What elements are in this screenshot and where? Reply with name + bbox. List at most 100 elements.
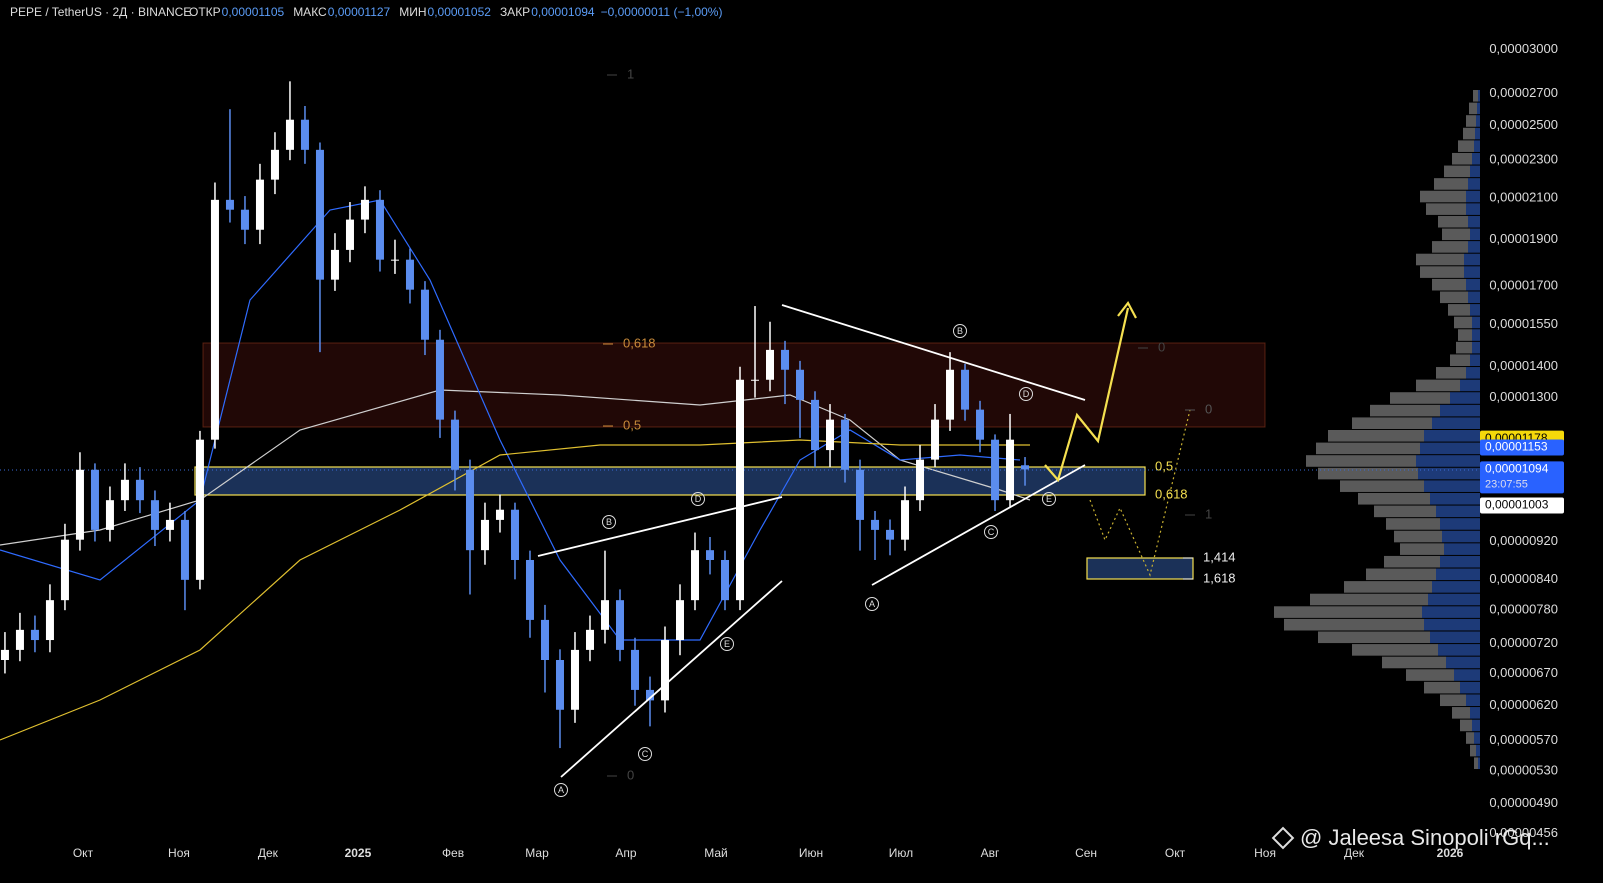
profile-blue xyxy=(1470,354,1480,367)
profile-gray xyxy=(1400,543,1444,555)
x-tick-label: Фев xyxy=(442,846,464,860)
y-tick-label: 0,00002100 xyxy=(1489,189,1558,204)
candle-body xyxy=(645,689,654,701)
logo xyxy=(1271,826,1295,850)
header-open-label: ОТКР xyxy=(189,5,221,19)
fib-label: 1,618 xyxy=(1203,570,1236,585)
candle-body xyxy=(120,479,129,501)
candle-body xyxy=(0,649,9,660)
x-tick-label: Июл xyxy=(889,846,913,860)
profile-gray xyxy=(1310,593,1428,606)
candle-body xyxy=(826,419,835,451)
profile-blue xyxy=(1464,266,1480,278)
fib-label: 0 xyxy=(627,767,634,782)
candle-body xyxy=(390,259,399,261)
arrow-head xyxy=(1117,300,1137,319)
profile-blue xyxy=(1478,90,1480,102)
header-open: 0,00001105 xyxy=(222,5,285,19)
candle-body xyxy=(736,379,744,601)
candle-body xyxy=(751,379,760,381)
candle-body xyxy=(270,149,279,180)
price-badge-label: 0,00001003 xyxy=(1485,498,1549,512)
profile-blue xyxy=(1430,631,1480,644)
candle-body xyxy=(901,500,910,540)
profile-blue xyxy=(1464,253,1480,266)
wave-circle xyxy=(1042,492,1056,506)
x-tick-label: Дек xyxy=(258,846,279,860)
y-tick-label: 0,00001400 xyxy=(1489,358,1558,373)
profile-gray xyxy=(1450,354,1470,367)
y-tick-label: 0,00000920 xyxy=(1489,533,1558,548)
y-tick-label: 0,00000840 xyxy=(1489,571,1558,586)
countdown: 23:07:55 xyxy=(1485,478,1528,490)
watermark: @ Jaleesa Sinopoli rGq... xyxy=(1300,825,1550,850)
profile-blue xyxy=(1476,744,1480,757)
header-low-label: МИН xyxy=(399,5,426,19)
candle-body xyxy=(345,219,354,250)
candle-body xyxy=(480,519,489,551)
profile-blue xyxy=(1428,593,1480,606)
profile-gray xyxy=(1432,241,1468,253)
candle-body xyxy=(255,179,264,230)
candle-body xyxy=(766,349,775,380)
wave-circle xyxy=(638,747,652,761)
candle-body xyxy=(916,459,925,501)
annotations: 0,618 0,5 1 0 0 0 0,5 0,618 1 1,414 1,618 A B C D E A B C D… xyxy=(554,66,1236,797)
profile-gray xyxy=(1420,190,1466,203)
wave-label: E xyxy=(724,639,730,649)
profile-gray xyxy=(1474,757,1478,769)
candle-body xyxy=(961,369,970,410)
profile-blue xyxy=(1440,518,1480,530)
y-tick-label: 0,00000530 xyxy=(1489,762,1558,777)
candle-body xyxy=(300,119,309,150)
y-tick-label: 0,00000490 xyxy=(1489,795,1558,810)
axes: 0,00003000 0,00002700 0,00002500 0,00002300… xyxy=(0,41,1564,860)
profile-blue xyxy=(1466,278,1480,291)
profile-blue xyxy=(1470,304,1480,316)
candle-body xyxy=(705,550,714,560)
profile-gray xyxy=(1390,392,1450,404)
trend-line xyxy=(560,580,783,778)
profile-gray xyxy=(1416,379,1460,392)
profile-blue xyxy=(1472,329,1480,341)
trend-line xyxy=(537,496,783,557)
profile-gray xyxy=(1466,732,1474,744)
candle-body xyxy=(180,519,189,580)
profile-blue xyxy=(1477,102,1480,115)
profile-blue xyxy=(1436,505,1480,518)
profile-gray xyxy=(1406,669,1454,681)
profile-gray xyxy=(1452,152,1472,165)
profile-blue xyxy=(1466,367,1480,379)
x-tick-label: 2026 xyxy=(1437,846,1464,860)
wave-circle xyxy=(1019,387,1033,401)
profile-blue xyxy=(1470,228,1480,241)
fib-label: 0,618 xyxy=(1155,486,1188,501)
profile-gray xyxy=(1473,90,1478,102)
wave-circle xyxy=(720,637,734,651)
wave-label: D xyxy=(695,494,702,504)
candle-body xyxy=(60,539,69,601)
y-tick-label: 0,00000456 xyxy=(1489,825,1558,840)
x-tick-label: 2025 xyxy=(345,846,372,860)
candle-body xyxy=(420,289,429,340)
candle-body xyxy=(90,469,99,530)
x-tick-label: Май xyxy=(704,846,728,860)
profile-gray xyxy=(1284,618,1424,631)
wave-label: A xyxy=(869,599,875,609)
x-tick-label: Окт xyxy=(1165,846,1186,860)
candle-body xyxy=(931,419,940,460)
profile-blue xyxy=(1424,480,1480,492)
y-tick-label: 0,00001900 xyxy=(1489,231,1558,246)
profile-blue xyxy=(1468,291,1480,304)
resistance-zone xyxy=(202,342,1266,428)
candle-body xyxy=(450,419,459,470)
candle-body xyxy=(240,209,249,230)
profile-gray xyxy=(1386,518,1440,530)
candle-body xyxy=(360,199,369,220)
candle-body xyxy=(585,629,594,650)
x-tick-label: Июн xyxy=(799,846,823,860)
profile-gray xyxy=(1344,581,1432,593)
candle-body xyxy=(495,509,504,520)
profile-blue xyxy=(1450,392,1480,404)
y-tick-label: 0,00003000 xyxy=(1489,41,1558,56)
